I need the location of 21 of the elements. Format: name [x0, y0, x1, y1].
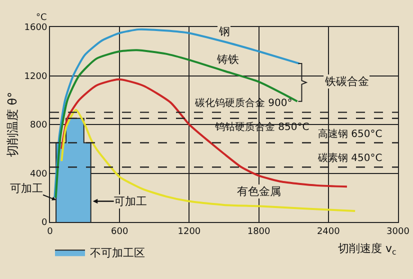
- annotation: 有色金属: [237, 185, 281, 198]
- y-tick-label: 1200: [24, 72, 48, 82]
- y-tick-label: 400: [30, 169, 48, 180]
- legend-label: 不可加工区: [90, 246, 145, 260]
- annotation: 铸铁: [216, 53, 239, 66]
- x-tick-label: 3000: [386, 226, 410, 237]
- y-tick-label: 800: [30, 120, 48, 131]
- x-tick-label: 1200: [178, 226, 201, 237]
- annotation: 可加工: [10, 182, 43, 195]
- x-tick-label: 600: [111, 226, 128, 237]
- annotation: 可加工: [114, 195, 147, 208]
- x-axis-title: 切削速度 v$_{c}$: [338, 242, 396, 256]
- line-series: [60, 78, 348, 188]
- y-tick-label: 0: [41, 218, 48, 228]
- annotation: 铁碳合金: [324, 75, 369, 88]
- y-axis-title: 切削温度 θ°: [6, 92, 20, 158]
- text: °C: [36, 13, 47, 23]
- y-tick-label: 1600: [24, 23, 48, 34]
- x-tick-label: 1800: [247, 226, 271, 237]
- x-tick-label: 2400: [316, 226, 340, 237]
- annotation: 钢: [218, 25, 230, 38]
